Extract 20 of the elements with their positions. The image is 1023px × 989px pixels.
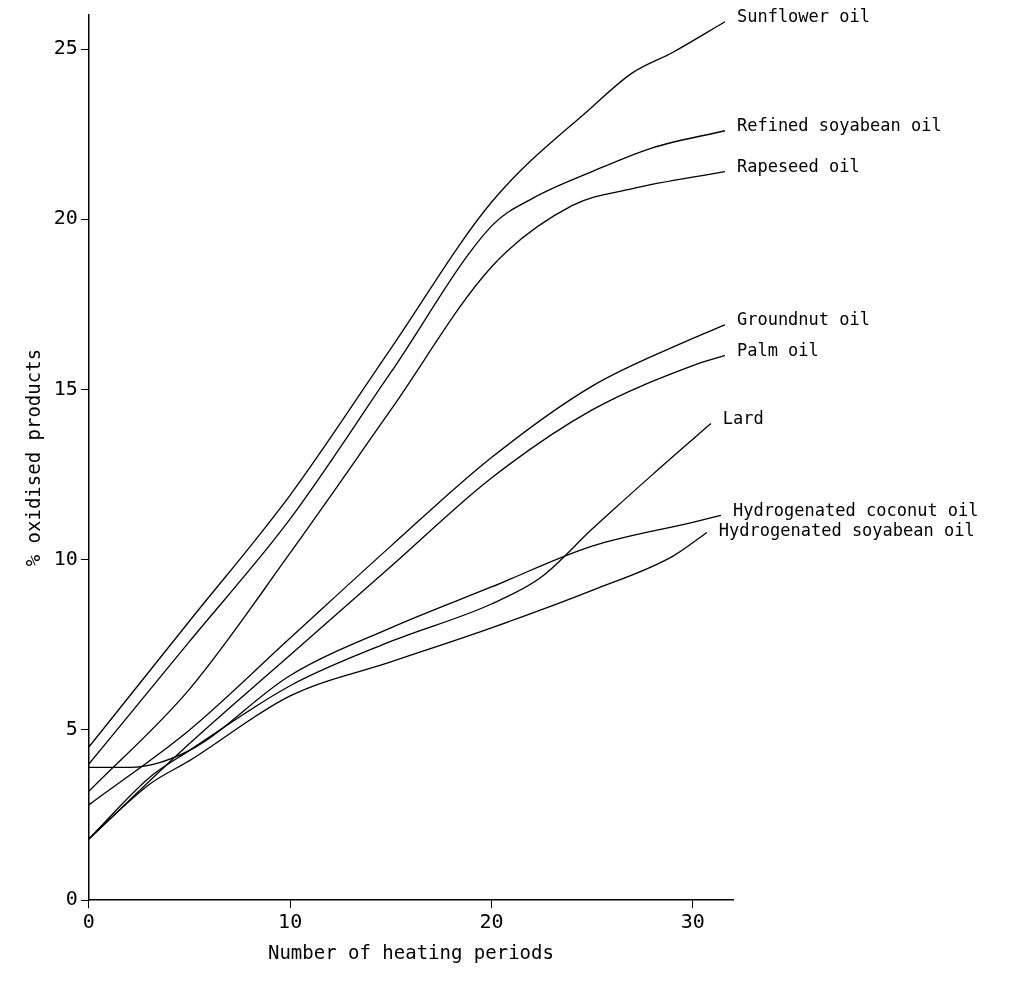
series-label: Lard (722, 407, 764, 428)
y-tick-label: 25 (53, 35, 78, 60)
x-tick-label: 10 (278, 909, 303, 934)
series-label: Hydrogenated soyabean oil (718, 519, 975, 540)
y-tick-label: 15 (53, 375, 78, 400)
series-label: Sunflower oil (736, 6, 871, 27)
x-tick-label: 20 (479, 909, 504, 934)
x-axis-title: Number of heating periods (267, 940, 554, 963)
y-tick-label: 10 (53, 545, 78, 570)
y-tick-label: 0 (65, 886, 78, 911)
series-label: Groundnut oil (736, 309, 871, 330)
series-label: Hydrogenated coconut oil (732, 499, 979, 520)
y-tick-label: 5 (65, 716, 78, 741)
series-label: Palm oil (736, 339, 819, 360)
y-tick-label: 20 (53, 205, 78, 230)
x-tick-label: 0 (82, 909, 95, 934)
x-tick-label: 30 (680, 909, 705, 934)
series-label: Rapeseed oil (736, 156, 860, 177)
y-axis-title: % oxidised products (22, 348, 45, 567)
series-label: Refined soyabean oil (736, 115, 942, 136)
